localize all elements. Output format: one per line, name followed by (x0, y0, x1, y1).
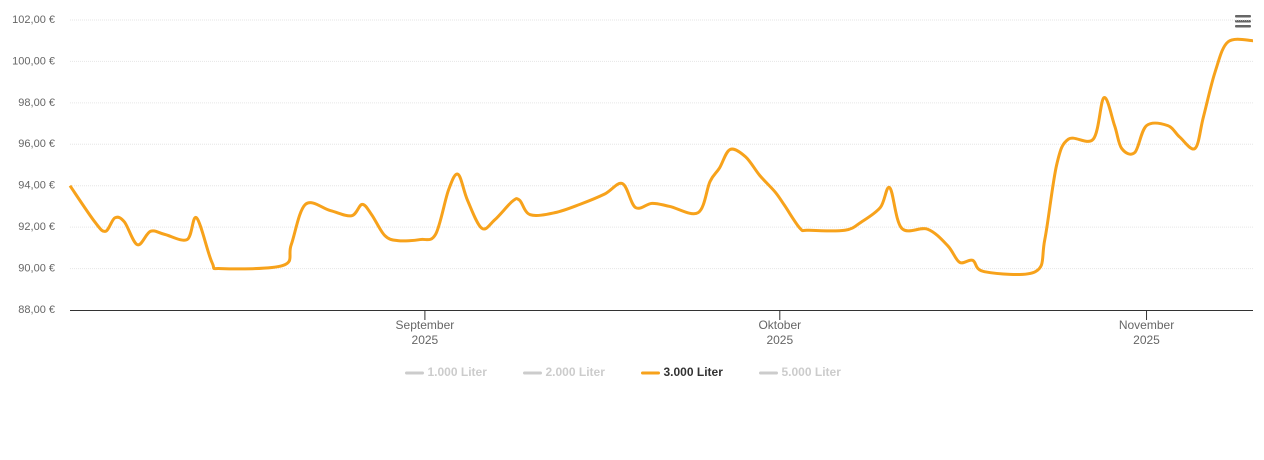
legend-label: 3.000 Liter (664, 365, 724, 379)
legend-label: 1.000 Liter (428, 365, 488, 379)
menu-bar (1235, 20, 1251, 23)
series-line (68, 37, 1254, 277)
x-tick-label: Oktober 2025 (758, 318, 802, 347)
y-tick-label: 94,00 € (18, 180, 55, 192)
y-tick-label: 92,00 € (18, 221, 55, 233)
y-tick-label: 96,00 € (18, 138, 55, 150)
y-tick-label: 98,00 € (18, 97, 55, 109)
legend-label: 2.000 Liter (546, 365, 606, 379)
y-tick-label: 88,00 € (18, 304, 55, 316)
legend-label: 5.000 Liter (782, 365, 842, 379)
x-tick-label: November 2025 (1118, 318, 1175, 347)
legend-item[interactable]: 5.000 Liter (759, 365, 842, 379)
legend-item[interactable]: 3.000 Liter (641, 365, 724, 379)
menu-button[interactable] (1235, 15, 1251, 28)
x-tick-label: September 2025 (395, 318, 455, 347)
y-tick-label: 90,00 € (18, 262, 55, 274)
y-tick-label: 102,00 € (12, 14, 55, 26)
menu-bar (1235, 15, 1251, 18)
legend-item[interactable]: 2.000 Liter (523, 365, 606, 379)
y-tick-label: 100,00 € (12, 55, 55, 67)
legend-item[interactable]: 1.000 Liter (405, 365, 488, 379)
menu-bar (1235, 25, 1251, 28)
